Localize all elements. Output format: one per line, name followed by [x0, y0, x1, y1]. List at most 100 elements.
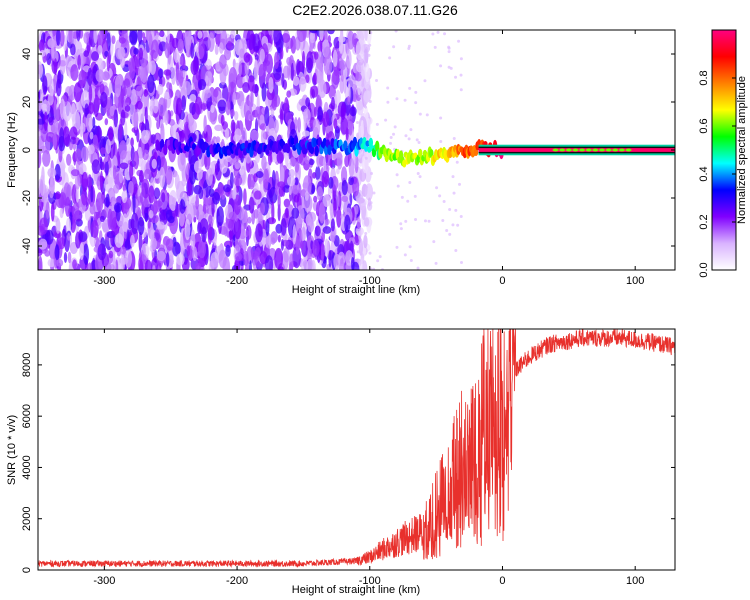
spectrogram-cell [233, 218, 242, 240]
spectrogram-cell [392, 132, 396, 136]
spectrogram-cell [406, 199, 410, 203]
spectrogram-cell [217, 99, 227, 112]
spectrogram-cell [356, 30, 360, 34]
spectrogram-cell [277, 234, 281, 243]
spectrogram-cell [363, 48, 369, 68]
spectrogram-cell [159, 30, 165, 38]
spectrogram-cell [270, 237, 276, 245]
spectrogram-cell [92, 116, 96, 129]
spectrogram-cell [222, 184, 232, 193]
spectrogram-cell [452, 136, 456, 140]
spectrogram-cell [403, 253, 407, 257]
spectrogram-cell [281, 250, 289, 270]
spectrogram-cell [192, 246, 198, 262]
spectrogram-cell [313, 51, 319, 60]
spectrogram-cell [404, 134, 408, 138]
snr-series-line [38, 329, 675, 569]
spectrogram-cell [193, 216, 197, 223]
spectrogram-cell [317, 106, 323, 121]
spectrogram-cell [304, 155, 310, 165]
spectrogram-cell [87, 174, 92, 192]
spectrogram-cell [53, 51, 59, 63]
spectrogram-cell [348, 237, 355, 245]
spectrogram-cell [243, 52, 251, 63]
spectrogram-cell [114, 233, 124, 248]
spectrogram-cell [111, 35, 116, 45]
spectrogram-cell [408, 245, 412, 249]
spectrogram-cell [83, 32, 89, 44]
spectrogram-cell [67, 232, 71, 241]
signal-track-cell [368, 137, 374, 148]
spectrogram-cell [104, 118, 109, 126]
spectrogram-cell [167, 54, 174, 73]
spectrogram-cell [292, 76, 300, 86]
spectrogram-cell [84, 103, 89, 119]
spectrogram-cell [173, 48, 180, 63]
spectrogram-cell [203, 114, 207, 134]
spectrogram-cell [372, 191, 376, 195]
spectrogram-cell [182, 81, 192, 96]
spectrogram-cell [358, 238, 364, 256]
spectrogram-cell [459, 214, 463, 218]
spectrogram-cell [344, 214, 351, 233]
spectrogram-cell [310, 85, 319, 98]
spectrogram-cell [65, 217, 72, 236]
spectrogram-ylabel: Frequency (Hz) [6, 112, 18, 188]
spectrogram-cell [165, 209, 173, 222]
spectrogram-cell [129, 161, 134, 181]
spectrogram-cell [144, 106, 148, 124]
spectrogram-cell [356, 230, 360, 234]
spectrogram-cell [143, 92, 149, 111]
spectrogram-cell [288, 186, 292, 196]
spectrogram-cell [157, 97, 167, 117]
spectrogram-cell [298, 98, 308, 107]
spectrogram-cell [70, 43, 76, 56]
spectrogram-cell [361, 116, 365, 120]
spectrogram-cell [336, 206, 342, 228]
snr-y-axis: 0 2000 4000 6000 8000 [21, 353, 675, 573]
spectrogram-cell [339, 59, 347, 71]
spectrogram-cell [364, 62, 370, 83]
spectrogram-cell [321, 170, 330, 188]
spectrogram-cell [460, 260, 464, 264]
spectrogram-cell [54, 244, 60, 261]
spectrogram-cell [188, 194, 196, 204]
spectrogram-cell [357, 77, 362, 96]
spectrogram-cell [323, 55, 333, 76]
spectrogram-cell [260, 127, 266, 146]
spectrogram-cell [294, 177, 299, 186]
spectrogram-cell [161, 192, 166, 203]
spectrogram-cell [439, 64, 443, 68]
spectrogram-cell [87, 67, 93, 87]
spectrogram-cell [287, 61, 291, 81]
spectrogram-cell [80, 146, 89, 163]
spectrogram-cell [87, 144, 95, 155]
spectrogram-cell [457, 39, 461, 43]
spectrogram-cell [156, 155, 162, 171]
spectrogram-cell [243, 250, 249, 267]
spectrogram-cell [117, 46, 126, 60]
spectrogram-cell [39, 174, 46, 197]
spectrogram-cell [246, 225, 252, 240]
spectrogram-cell [310, 35, 315, 44]
spectrogram-cell [213, 89, 219, 98]
spectrogram-cell [250, 129, 259, 142]
spectrogram-cell [393, 125, 397, 129]
spectrogram-cell [260, 123, 267, 131]
spectrogram-cell [110, 231, 114, 246]
spectrogram-cell [357, 258, 361, 262]
spectrogram-cell [233, 175, 243, 187]
spectrogram-cell [431, 32, 435, 36]
spectrogram-cell [324, 218, 330, 226]
spectrogram-cell [56, 107, 60, 121]
colorbar-tick-label: 0.4 [698, 166, 710, 181]
spectrogram-cell [363, 217, 370, 227]
spectrogram-cell [233, 166, 240, 178]
spectrogram-cell [368, 251, 372, 255]
spectrogram-x-axis: -300 -200 -100 0 100 [93, 30, 644, 287]
spectrogram-cell [209, 257, 219, 270]
spectrogram-cell [38, 103, 43, 112]
spectrogram-cell [164, 109, 169, 126]
spectrogram-cell [214, 44, 219, 56]
